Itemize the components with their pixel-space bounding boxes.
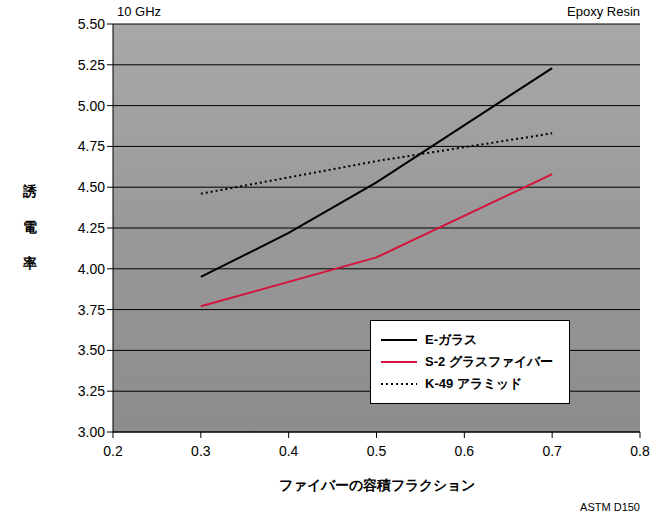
svg-text:3.50: 3.50: [78, 342, 105, 358]
html-text:K-49 アラミッド: K-49 アラミッド: [425, 376, 522, 391]
svg-text:0.2: 0.2: [103, 443, 123, 459]
svg-text:ファイバーの容積フラクション: ファイバーの容積フラクション: [279, 477, 475, 493]
svg-text:0.5: 0.5: [367, 443, 387, 459]
svg-text:0.3: 0.3: [191, 443, 211, 459]
svg-text:5.00: 5.00: [78, 98, 105, 114]
svg-text:3.00: 3.00: [78, 424, 105, 440]
svg-text:0.8: 0.8: [630, 443, 650, 459]
html-text:S-2 グラスファイバー: S-2 グラスファイバー: [425, 354, 553, 369]
svg-text:5.25: 5.25: [78, 57, 105, 73]
svg-text:4.00: 4.00: [78, 261, 105, 277]
html-text:Epoxy Resin: Epoxy Resin: [567, 4, 640, 19]
html-text:10 GHz: 10 GHz: [117, 4, 162, 19]
svg-text:4.25: 4.25: [78, 220, 105, 236]
svg-text:4.75: 4.75: [78, 138, 105, 154]
svg-text:3.25: 3.25: [78, 383, 105, 399]
html-text:ASTM D150: ASTM D150: [580, 501, 640, 513]
svg-text:0.6: 0.6: [455, 443, 475, 459]
html-text:E-ガラス: E-ガラス: [425, 332, 477, 347]
svg-text:0.7: 0.7: [542, 443, 562, 459]
svg-text:4.50: 4.50: [78, 179, 105, 195]
svg-text:3.75: 3.75: [78, 302, 105, 318]
svg-text:誘電率: 誘電率: [22, 183, 38, 271]
svg-text:0.4: 0.4: [279, 443, 299, 459]
svg-text:5.50: 5.50: [78, 16, 105, 32]
